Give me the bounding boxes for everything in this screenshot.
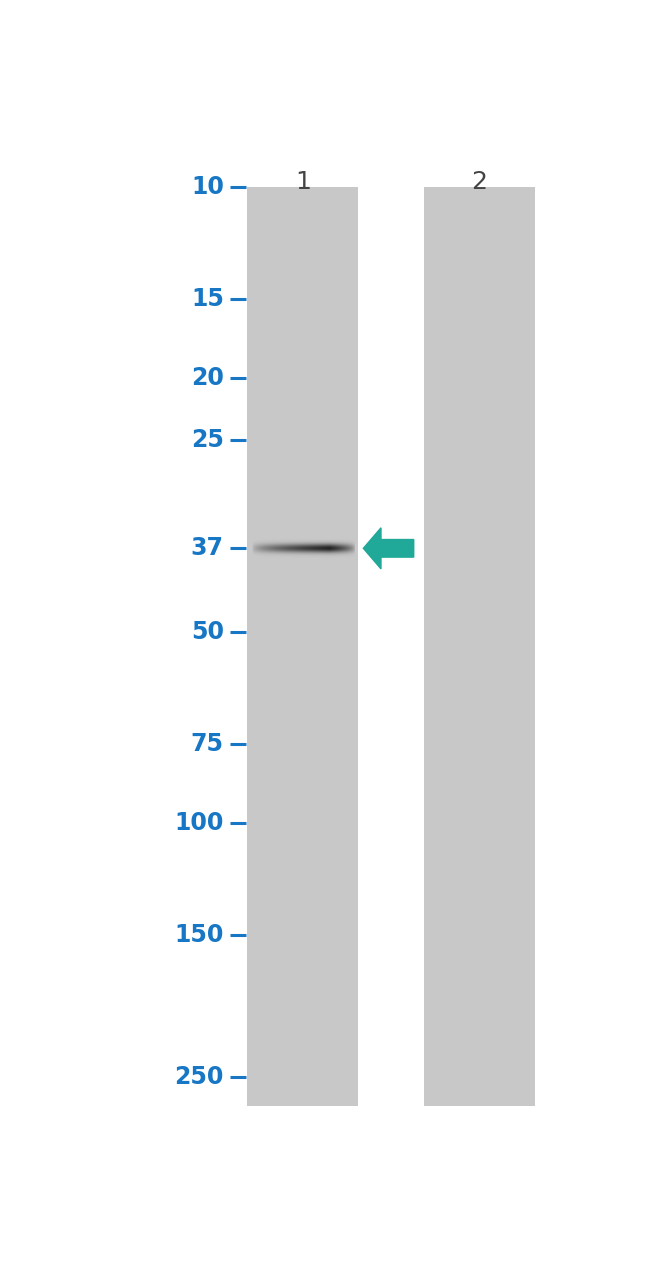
Text: 25: 25 (191, 428, 224, 452)
Bar (248, 187, 358, 1106)
Bar (424, 187, 534, 1106)
Text: 1: 1 (295, 170, 311, 194)
Text: 250: 250 (174, 1064, 224, 1088)
Text: 75: 75 (191, 732, 224, 756)
Text: 10: 10 (191, 175, 224, 198)
Text: 2: 2 (471, 170, 488, 194)
Text: 50: 50 (191, 620, 224, 644)
FancyArrow shape (363, 528, 414, 569)
Text: 20: 20 (191, 366, 224, 390)
Text: 100: 100 (174, 812, 224, 836)
Text: 37: 37 (191, 536, 224, 560)
Text: 15: 15 (191, 287, 224, 311)
Text: 150: 150 (174, 923, 224, 947)
